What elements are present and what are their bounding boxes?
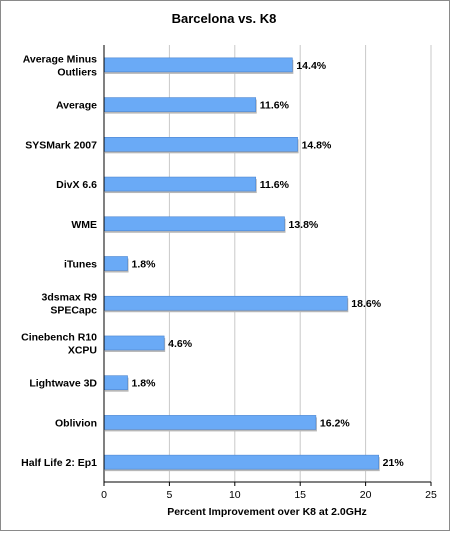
- category-label-2: SYSMark 2007: [25, 139, 97, 151]
- value-label-1: 11.6%: [260, 100, 290, 112]
- bar-1: [103, 97, 257, 112]
- chart-title: Barcelona vs. K8: [172, 11, 277, 26]
- category-label-5: iTunes: [64, 259, 97, 271]
- value-label-8: 1.8%: [132, 378, 157, 390]
- x-tick-label-15: 15: [294, 489, 306, 501]
- category-label-4: WME: [71, 219, 97, 231]
- value-label-4: 13.8%: [289, 219, 319, 231]
- category-label-3: DivX 6.6: [56, 179, 97, 191]
- value-label-9: 16.2%: [320, 417, 350, 429]
- bar-6: [103, 295, 348, 311]
- axes: [103, 45, 432, 486]
- category-label-9: Oblivion: [55, 417, 97, 429]
- bar-4: [103, 216, 285, 232]
- category-label-1: Average: [56, 100, 97, 112]
- value-label-0: 14.4%: [296, 60, 326, 72]
- bar-3: [103, 176, 257, 192]
- category-label-7-line2: XCPU: [68, 344, 97, 356]
- bar-2: [103, 137, 298, 152]
- value-label-7: 4.6%: [168, 338, 193, 350]
- x-tick-label-5: 5: [166, 489, 172, 501]
- bar-10: [103, 454, 379, 470]
- bar-0: [103, 57, 293, 73]
- bar-9: [103, 415, 317, 430]
- category-label-6-line1: 3dsmax R9: [42, 292, 98, 304]
- value-label-2: 14.8%: [302, 139, 332, 151]
- category-label-7-line1: Cinebench R10: [21, 331, 97, 343]
- category-label-0-line1: Average Minus: [23, 53, 97, 65]
- x-tick-label-20: 20: [360, 489, 372, 501]
- category-label-6-line2: SPECapc: [50, 305, 97, 317]
- x-tick-label-0: 0: [101, 489, 107, 501]
- x-tick-label-25: 25: [425, 489, 437, 501]
- category-label-0-line2: Outliers: [57, 66, 97, 78]
- bar-8: [103, 375, 128, 390]
- bar-5: [103, 256, 128, 271]
- grid-lines: [168, 45, 432, 482]
- value-label-3: 11.6%: [260, 179, 290, 191]
- category-label-10: Half Life 2: Ep1: [21, 457, 97, 469]
- category-label-8: Lightwave 3D: [29, 378, 97, 390]
- bar-7: [103, 335, 165, 351]
- value-label-6: 18.6%: [351, 298, 381, 310]
- x-axis-title: Percent Improvement over K8 at 2.0GHz: [167, 506, 367, 518]
- value-label-5: 1.8%: [132, 259, 157, 271]
- value-label-10: 21%: [383, 457, 405, 469]
- bars: [103, 57, 380, 472]
- x-tick-label-10: 10: [229, 489, 241, 501]
